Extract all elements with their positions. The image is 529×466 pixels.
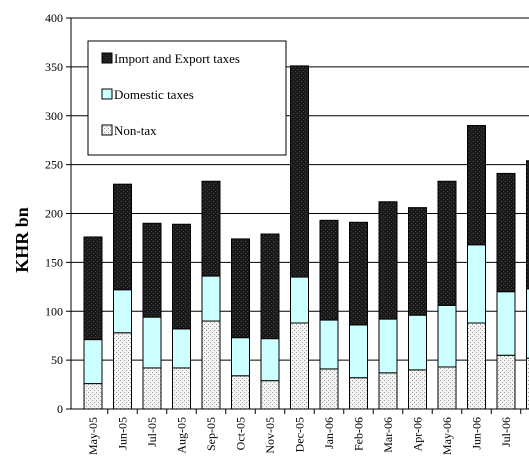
y-tick-label: 250 [45,158,63,172]
y-tick-label: 350 [45,60,63,74]
bar-domestic-taxes-dec-05 [290,276,309,324]
bar-import-and-export-taxes-mar-06 [378,201,398,320]
legend-swatch-import-and-export-taxes [101,52,113,64]
x-tick-label: Jun-06 [470,417,484,450]
tick-labels: 0 50 100 150 200 250 300 350 400 May-05 Jun-05 Jul-… [45,11,529,455]
bar-non-tax-jan-06 [319,368,339,410]
bar-non-tax-mar-06 [378,372,398,410]
bar-import-and-export-taxes-feb-06 [349,221,368,326]
x-tick-label: Dec-05 [293,417,307,452]
legend-label-import-and-export-taxes: Import and Export taxes [114,51,240,66]
bar-domestic-taxes-sep-05 [201,275,221,322]
y-tick-label: 100 [45,304,63,318]
legend-label-domestic-taxes: Domestic taxes [114,87,194,102]
bar-domestic-taxes-apr-06 [408,314,427,371]
axes [66,17,529,414]
bar-domestic-taxes-mar-06 [378,318,398,374]
bar-import-and-export-taxes-jun-05 [113,183,132,291]
y-axis-label: KHR bn [12,207,32,273]
bar-non-tax-aug-05 [172,367,191,410]
bar-non-tax-apr-06 [408,369,427,410]
bar-non-tax-dec-05 [290,322,309,410]
x-tick-label: May-05 [86,417,100,455]
bar-import-and-export-taxes-may-06 [437,180,457,306]
bar-domestic-taxes-may-05 [83,339,103,385]
bar-non-tax-oct-05 [231,375,250,410]
bar-non-tax-jul-05 [142,367,162,410]
bars [83,65,529,410]
legend-swatch-domestic-taxes [101,88,113,100]
bar-domestic-taxes-jul-06 [496,291,516,356]
bar-domestic-taxes-jul-05 [142,316,162,369]
x-tick-label: Mar-06 [381,417,395,453]
bar-import-and-export-taxes-sep-05 [201,180,221,277]
x-tick-label: Apr-06 [411,417,425,451]
bar-non-tax-sep-05 [201,320,221,410]
bar-import-and-export-taxes-oct-05 [231,238,250,339]
bar-non-tax-aug-06 [526,357,529,410]
bar-import-and-export-taxes-jul-05 [142,222,162,318]
bar-import-and-export-taxes-aug-05 [172,223,191,330]
bar-domestic-taxes-aug-06 [526,288,529,359]
bar-import-and-export-taxes-nov-05 [260,233,280,340]
x-tick-label: Jul-05 [145,417,159,447]
bar-non-tax-nov-05 [260,380,280,410]
x-tick-label: Jul-06 [499,417,513,447]
bar-domestic-taxes-jun-05 [113,289,132,334]
bar-non-tax-feb-06 [349,377,368,410]
x-tick-label: Jun-05 [116,417,130,450]
bar-import-and-export-taxes-dec-05 [290,65,309,278]
bar-non-tax-jun-05 [113,332,132,410]
y-tick-label: 50 [51,353,63,367]
bar-domestic-taxes-jun-06 [467,244,486,324]
legend-label-non-tax: Non-tax [114,123,157,138]
x-tick-label: Oct-05 [234,417,248,450]
bar-import-and-export-taxes-apr-06 [408,207,427,316]
bar-domestic-taxes-feb-06 [349,324,368,379]
legend-swatch-non-tax [101,124,113,136]
bar-import-and-export-taxes-jul-06 [496,172,516,293]
bar-non-tax-may-05 [83,383,103,410]
bar-import-and-export-taxes-jan-06 [319,219,339,321]
bar-domestic-taxes-may-06 [437,304,457,368]
bar-import-and-export-taxes-aug-06 [526,160,529,290]
x-tick-label: Feb-06 [352,417,366,451]
bar-domestic-taxes-aug-05 [172,328,191,369]
y-tick-label: 300 [45,109,63,123]
x-tick-label: Nov-05 [263,417,277,454]
legend: Import and Export taxes Domestic taxes Non… [87,40,287,156]
y-tick-label: 400 [45,11,63,25]
bar-non-tax-may-06 [437,366,457,410]
x-tick-label: Sep-05 [204,417,218,451]
y-tick-label: 0 [57,402,63,416]
x-tick-label: Aug-05 [175,417,189,454]
y-tick-label: 150 [45,255,63,269]
bar-import-and-export-taxes-jun-06 [467,125,486,246]
y-tick-label: 200 [45,207,63,221]
bar-domestic-taxes-oct-05 [231,337,250,377]
bar-import-and-export-taxes-may-05 [83,236,103,341]
bar-non-tax-jul-06 [496,354,516,410]
bar-domestic-taxes-nov-05 [260,338,280,382]
x-tick-label: Jan-06 [322,417,336,449]
bar-non-tax-jun-06 [467,322,486,410]
bar-domestic-taxes-jan-06 [319,319,339,370]
x-tick-label: May-06 [440,417,454,455]
legend-box [87,40,287,156]
